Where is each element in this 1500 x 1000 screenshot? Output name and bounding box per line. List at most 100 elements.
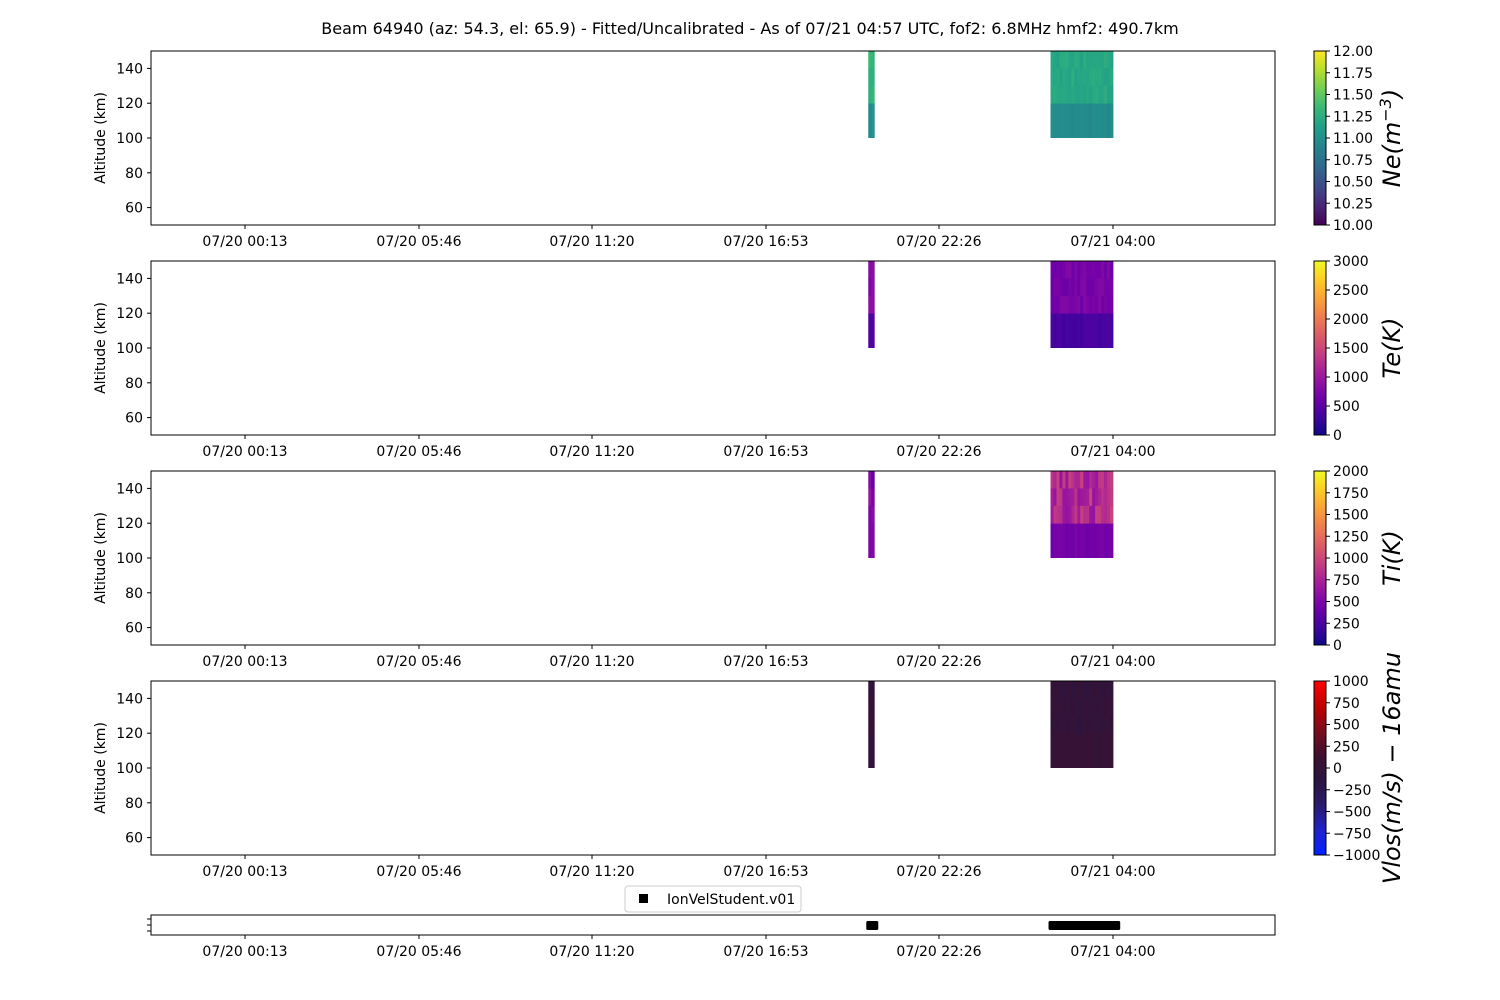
colorbar-tick-label: 2000 <box>1333 464 1369 480</box>
heatmap-cell <box>1050 295 1054 314</box>
heatmap-cell <box>1071 295 1075 314</box>
heatmap-cell <box>1101 85 1105 104</box>
heatmap-cell <box>1074 51 1078 69</box>
heatmap-cell <box>1095 278 1099 297</box>
heatmap-cell <box>1068 295 1072 314</box>
heatmap-cell <box>1074 698 1078 717</box>
heatmap-cell <box>1098 103 1102 138</box>
heatmap-cell <box>1101 295 1105 314</box>
heatmap-cell <box>1065 523 1069 558</box>
heatmap-cell <box>1053 488 1057 507</box>
y-tick-label: 80 <box>125 796 143 812</box>
heatmap-cell <box>1104 523 1108 558</box>
heatmap-cell <box>1086 51 1090 69</box>
heatmap-cell <box>1092 505 1096 524</box>
data-block-ti-1 <box>1050 471 1114 558</box>
heatmap-cell <box>1065 85 1069 104</box>
heatmap-cell <box>871 261 875 279</box>
heatmap-cell <box>1104 68 1108 87</box>
heatmap-cell <box>1050 51 1054 69</box>
heatmap-cell <box>1074 278 1078 297</box>
heatmap-cell <box>1086 313 1090 348</box>
heatmap-cell <box>1077 733 1081 768</box>
heatmap-cell <box>1080 278 1084 297</box>
x-tick-label: 07/20 11:20 <box>549 944 634 960</box>
heatmap-cell <box>1062 471 1066 489</box>
y-tick-label: 120 <box>116 96 143 112</box>
colorbar-label-te: Te(K) <box>1378 318 1406 379</box>
heatmap-cell <box>1080 681 1084 699</box>
heatmap-cell <box>1053 51 1057 69</box>
x-tick-label: 07/20 16:53 <box>723 234 808 250</box>
x-tick-label: 07/20 05:46 <box>376 944 461 960</box>
heatmap-cell <box>1104 103 1108 138</box>
heatmap-cell <box>868 278 872 297</box>
y-tick-label: 140 <box>116 481 143 497</box>
heatmap-cell <box>1074 733 1078 768</box>
heatmap-cell <box>1092 85 1096 104</box>
heatmap-cell <box>1095 523 1099 558</box>
y-tick-label: 140 <box>116 271 143 287</box>
heatmap-cell <box>1050 313 1054 348</box>
heatmap-cell <box>868 698 872 717</box>
heatmap-cell <box>1053 68 1057 87</box>
heatmap-cell <box>1104 51 1108 69</box>
heatmap-cell <box>1056 681 1060 699</box>
heatmap-cell <box>1092 103 1096 138</box>
heatmap-cell <box>1095 681 1099 699</box>
colorbar-tick-label: 250 <box>1333 739 1360 755</box>
heatmap-cell <box>1086 471 1090 489</box>
heatmap-cell <box>1056 471 1060 489</box>
heatmap-cell <box>1071 68 1075 87</box>
heatmap-cell <box>1053 313 1057 348</box>
heatmap-cell <box>1101 103 1105 138</box>
heatmap-cell <box>1098 523 1102 558</box>
heatmap-cell <box>1074 681 1078 699</box>
heatmap-cell <box>1104 278 1108 297</box>
heatmap-cell <box>1086 505 1090 524</box>
heatmap-cell <box>1089 51 1093 69</box>
heatmap-cell <box>1050 488 1054 507</box>
legend: IonVelStudent.v01 <box>624 885 802 913</box>
heatmap-cell <box>1080 733 1084 768</box>
heatmap-cell <box>1050 278 1054 297</box>
x-tick-label: 07/20 00:13 <box>202 864 287 880</box>
heatmap-cell <box>1050 261 1054 279</box>
colorbar-vlos <box>1313 680 1327 856</box>
heatmap-cell <box>1083 103 1087 138</box>
x-tick-label: 07/20 00:13 <box>202 444 287 460</box>
heatmap-cell <box>871 68 875 87</box>
heatmap-cell <box>868 85 872 104</box>
x-tick-label: 07/20 11:20 <box>549 654 634 670</box>
heatmap-cell <box>1068 68 1072 87</box>
heatmap-cell <box>1077 698 1081 717</box>
heatmap-cell <box>1095 698 1099 717</box>
heatmap-cell <box>1065 488 1069 507</box>
heatmap-cell <box>1089 488 1093 507</box>
heatmap-cell <box>1080 261 1084 279</box>
heatmap-cell <box>1074 505 1078 524</box>
y-tick-label: 120 <box>116 726 143 742</box>
heatmap-cell <box>1077 85 1081 104</box>
heatmap-cell <box>1110 733 1114 768</box>
heatmap-cell <box>1056 85 1060 104</box>
y-axis-label: Altitude (km) <box>93 722 109 814</box>
heatmap-cell <box>868 715 872 734</box>
heatmap-cell <box>1080 313 1084 348</box>
heatmap-cell <box>1071 278 1075 297</box>
heatmap-cell <box>1095 488 1099 507</box>
heatmap-cell <box>1089 68 1093 87</box>
colorbar-tick-label: 11.50 <box>1333 88 1373 104</box>
heatmap-cell <box>1077 715 1081 734</box>
colorbar-tick-label: 10.50 <box>1333 175 1373 191</box>
y-tick-label: 80 <box>125 166 143 182</box>
heatmap-cell <box>1056 103 1060 138</box>
x-tick-label: 07/20 00:13 <box>202 234 287 250</box>
heatmap-cell <box>1110 523 1114 558</box>
heatmap-cell <box>1059 715 1063 734</box>
heatmap-cell <box>1056 295 1060 314</box>
heatmap-cell <box>1053 295 1057 314</box>
x-tick-label: 07/20 22:26 <box>896 864 981 880</box>
x-tick-label: 07/20 22:26 <box>896 944 981 960</box>
heatmap-cell <box>1092 523 1096 558</box>
